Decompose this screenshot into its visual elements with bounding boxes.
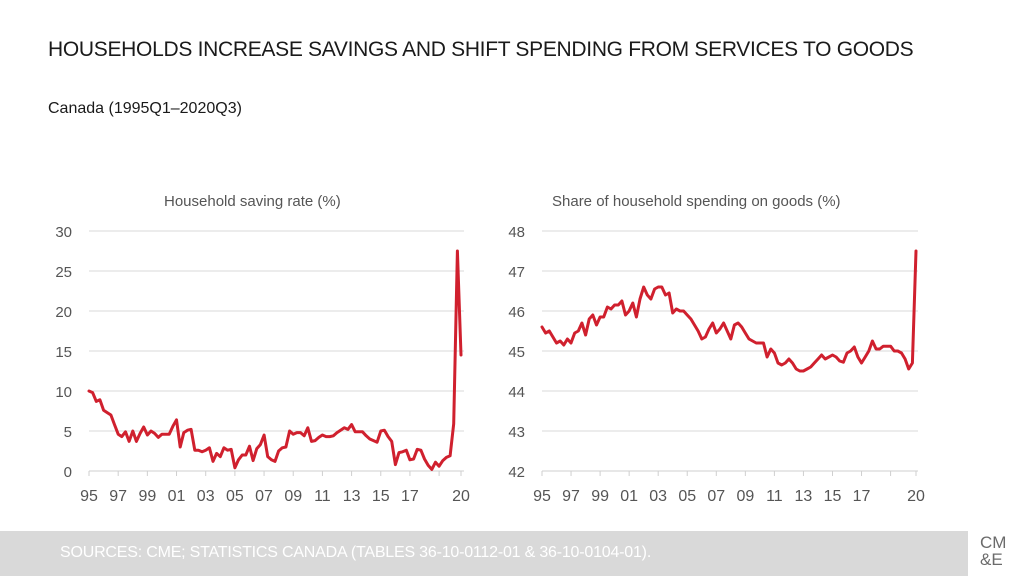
saving-x-tick-label: 01 — [168, 488, 186, 505]
goods-y-tick-label: 48 — [508, 224, 525, 241]
goods-share-chart-title: Share of household spending on goods (%) — [552, 193, 841, 210]
goods-x-tick-label: 99 — [591, 488, 609, 505]
saving-y-tick-label: 25 — [55, 264, 72, 281]
goods-x-tick-label: 17 — [853, 488, 871, 505]
saving-y-tick-label: 5 — [64, 424, 72, 441]
goods-x-tick-label: 01 — [620, 488, 638, 505]
page-subtitle: Canada (1995Q1–2020Q3) — [48, 100, 242, 117]
saving-x-tick-label: 95 — [80, 488, 98, 505]
cme-logo: CM &E — [980, 534, 1020, 568]
goods-x-tick-label: 97 — [562, 488, 580, 505]
saving-y-tick-label: 10 — [55, 384, 72, 401]
goods-y-tick-label: 43 — [508, 424, 525, 441]
goods-x-tick-label: 15 — [824, 488, 842, 505]
logo-line-1: CM — [980, 533, 1007, 552]
saving-y-tick-label: 30 — [55, 224, 72, 241]
saving-x-tick-label: 03 — [197, 488, 215, 505]
page-title: HOUSEHOLDS INCREASE SAVINGS AND SHIFT SP… — [48, 38, 914, 61]
goods-y-tick-label: 42 — [508, 464, 525, 481]
goods-x-tick-label: 11 — [766, 488, 783, 505]
goods-share-chart-svg: 42 43 44 45 46 47 48 95 97 99 01 03 05 07 09 11 13 15 17 20 — [508, 224, 925, 505]
goods-x-tick-label: 05 — [678, 488, 696, 505]
saving-y-tick-label: 0 — [64, 464, 72, 481]
saving-x-tick-label: 05 — [226, 488, 244, 505]
saving-x-tick-label: 99 — [138, 488, 156, 505]
saving-rate-chart-title: Household saving rate (%) — [164, 193, 341, 210]
goods-y-tick-label: 44 — [508, 384, 525, 401]
goods-x-tick-label: 03 — [649, 488, 667, 505]
saving-x-tick-label: 13 — [343, 488, 361, 505]
goods-y-tick-label: 47 — [508, 264, 525, 281]
logo-line-2: &E — [980, 550, 1003, 569]
goods-x-tick-label: 09 — [736, 488, 754, 505]
saving-x-tick-label: 15 — [372, 488, 390, 505]
sources-note: SOURCES: CME; STATISTICS CANADA (TABLES … — [60, 544, 652, 561]
saving-x-tick-label: 07 — [255, 488, 273, 505]
saving-x-tick-label: 11 — [314, 488, 331, 505]
saving-rate-chart: Household saving rate (%) 0 5 10 15 20 25 30 95… — [40, 185, 480, 525]
goods-y-tick-label: 45 — [508, 344, 525, 361]
saving-series-line — [87, 249, 463, 471]
goods-x-tick-label: 20 — [907, 488, 925, 505]
goods-x-tick-label: 13 — [795, 488, 813, 505]
goods-x-tick-label: 07 — [707, 488, 725, 505]
goods-series-line — [540, 249, 918, 373]
saving-x-tick-label: 20 — [452, 488, 470, 505]
goods-share-chart: Share of household spending on goods (%)… — [490, 185, 930, 525]
saving-y-tick-label: 15 — [55, 344, 72, 361]
goods-x-tick-label: 95 — [533, 488, 551, 505]
goods-y-tick-label: 46 — [508, 304, 525, 321]
saving-x-tick-label: 97 — [109, 488, 127, 505]
saving-y-tick-label: 20 — [55, 304, 72, 321]
saving-x-tick-label: 17 — [401, 488, 419, 505]
saving-x-tick-label: 09 — [284, 488, 302, 505]
footer-bar: SOURCES: CME; STATISTICS CANADA (TABLES … — [0, 531, 968, 576]
